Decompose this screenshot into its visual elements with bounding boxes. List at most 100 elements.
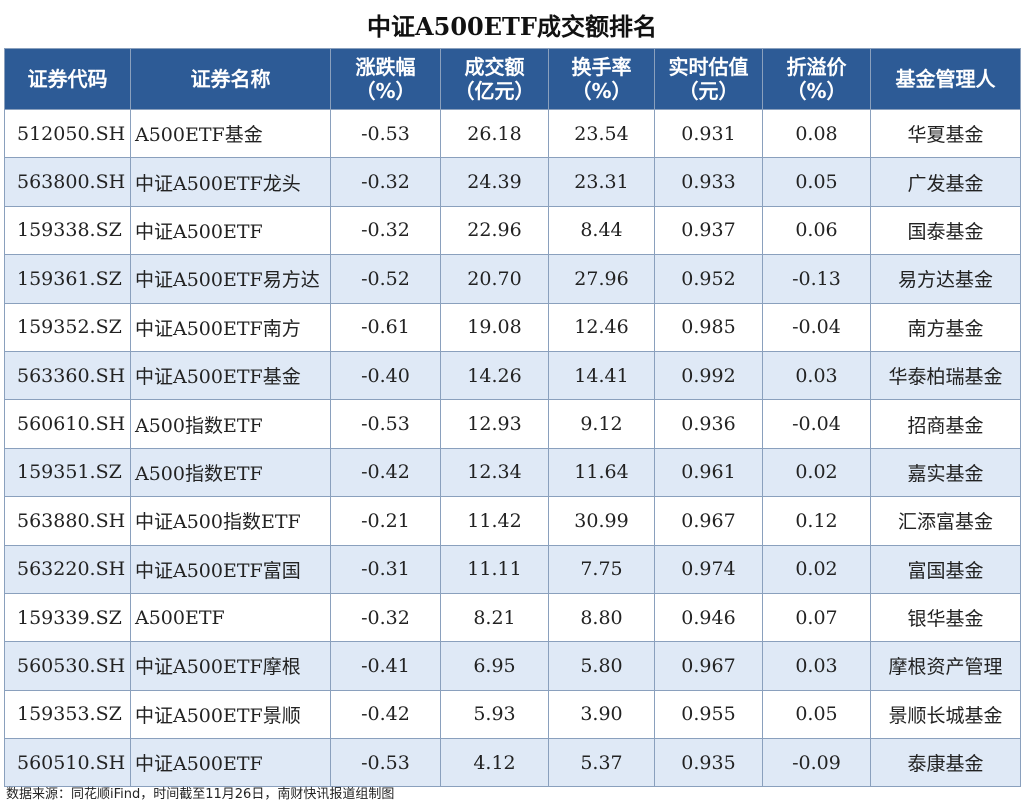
cell-turnover-rate: 7.75 <box>548 544 655 594</box>
cell-turnover-amount: 12.93 <box>440 399 549 449</box>
cell-security-code: 563220.SH <box>4 544 131 594</box>
cell-realtime-valuation: 0.946 <box>654 592 763 643</box>
etf-ranking-table: 证券代码 证券名称 涨跌幅 （%） 成交额 （亿元） 换手率 （%） 实时估值 （元） … <box>4 48 1021 788</box>
cell-turnover-amount: 6.95 <box>440 641 549 691</box>
cell-turnover-rate: 23.31 <box>548 157 655 207</box>
cell-turnover-amount: 26.18 <box>440 108 549 159</box>
cell-change-pct: -0.40 <box>330 350 441 401</box>
cell-turnover-amount: 19.08 <box>440 302 549 352</box>
header-fund-manager: 基金管理人 <box>870 48 1021 110</box>
table-row: 563880.SH 中证A500指数ETF -0.21 11.42 30.99 0.967… <box>4 496 1021 546</box>
cell-premium-discount: 0.03 <box>762 641 871 691</box>
cell-realtime-valuation: 0.933 <box>654 157 763 207</box>
header-security-code: 证券代码 <box>4 48 131 110</box>
table-row: 159351.SZ A500指数ETF -0.42 12.34 11.64 0.961 0.… <box>4 447 1021 498</box>
cell-turnover-amount: 22.96 <box>440 205 549 256</box>
cell-realtime-valuation: 0.931 <box>654 108 763 159</box>
cell-fund-manager: 汇添富基金 <box>870 496 1021 546</box>
cell-turnover-rate: 3.90 <box>548 689 655 740</box>
cell-realtime-valuation: 0.985 <box>654 302 763 352</box>
table-row: 159361.SZ 中证A500ETF易方达 -0.52 20.70 27.96 0.95… <box>4 254 1021 304</box>
cell-fund-manager: 摩根资产管理 <box>870 641 1021 691</box>
cell-security-code: 560530.SH <box>4 641 131 691</box>
cell-realtime-valuation: 0.935 <box>654 738 763 788</box>
cell-turnover-amount: 5.93 <box>440 689 549 740</box>
cell-realtime-valuation: 0.936 <box>654 399 763 449</box>
cell-change-pct: -0.42 <box>330 689 441 740</box>
cell-change-pct: -0.53 <box>330 108 441 159</box>
cell-realtime-valuation: 0.967 <box>654 641 763 691</box>
cell-security-code: 563360.SH <box>4 350 131 401</box>
cell-premium-discount: -0.09 <box>762 738 871 788</box>
cell-premium-discount: 0.07 <box>762 592 871 643</box>
cell-premium-discount: 0.02 <box>762 447 871 498</box>
cell-premium-discount: 0.05 <box>762 689 871 740</box>
cell-turnover-rate: 5.80 <box>548 641 655 691</box>
cell-change-pct: -0.53 <box>330 738 441 788</box>
cell-fund-manager: 广发基金 <box>870 157 1021 207</box>
cell-realtime-valuation: 0.937 <box>654 205 763 256</box>
cell-security-name: A500ETF <box>130 592 331 643</box>
cell-change-pct: -0.42 <box>330 447 441 498</box>
cell-turnover-amount: 24.39 <box>440 157 549 207</box>
cell-change-pct: -0.31 <box>330 544 441 594</box>
cell-security-name: 中证A500ETF易方达 <box>130 254 331 304</box>
cell-fund-manager: 易方达基金 <box>870 254 1021 304</box>
cell-turnover-amount: 11.11 <box>440 544 549 594</box>
table-row: 563220.SH 中证A500ETF富国 -0.31 11.11 7.75 0.974 0… <box>4 544 1021 594</box>
table-row: 563800.SH 中证A500ETF龙头 -0.32 24.39 23.31 0.933… <box>4 157 1021 207</box>
cell-change-pct: -0.61 <box>330 302 441 352</box>
header-premium-discount: 折溢价 （%） <box>762 48 871 110</box>
cell-security-code: 563880.SH <box>4 496 131 546</box>
table-row: 560510.SH 中证A500ETF -0.53 4.12 5.37 0.935 -0.0… <box>4 738 1021 788</box>
cell-fund-manager: 华泰柏瑞基金 <box>870 350 1021 401</box>
cell-turnover-rate: 8.80 <box>548 592 655 643</box>
cell-premium-discount: 0.05 <box>762 157 871 207</box>
cell-realtime-valuation: 0.955 <box>654 689 763 740</box>
cell-realtime-valuation: 0.992 <box>654 350 763 401</box>
cell-premium-discount: 0.12 <box>762 496 871 546</box>
cell-turnover-rate: 11.64 <box>548 447 655 498</box>
cell-fund-manager: 嘉实基金 <box>870 447 1021 498</box>
cell-turnover-amount: 14.26 <box>440 350 549 401</box>
cell-premium-discount: 0.08 <box>762 108 871 159</box>
cell-fund-manager: 国泰基金 <box>870 205 1021 256</box>
cell-security-name: 中证A500ETF基金 <box>130 350 331 401</box>
header-change-pct: 涨跌幅 （%） <box>330 48 441 110</box>
cell-turnover-amount: 11.42 <box>440 496 549 546</box>
cell-premium-discount: 0.02 <box>762 544 871 594</box>
header-turnover-amount: 成交额 （亿元） <box>440 48 549 110</box>
table-row: 159339.SZ A500ETF -0.32 8.21 8.80 0.946 0.07 银华… <box>4 592 1021 643</box>
cell-fund-manager: 银华基金 <box>870 592 1021 643</box>
header-row: 证券代码 证券名称 涨跌幅 （%） 成交额 （亿元） 换手率 （%） 实时估值 （元） … <box>4 48 1021 110</box>
cell-change-pct: -0.32 <box>330 592 441 643</box>
table-row: 159352.SZ 中证A500ETF南方 -0.61 19.08 12.46 0.985… <box>4 302 1021 352</box>
table-row: 560610.SH A500指数ETF -0.53 12.93 9.12 0.936 -0.… <box>4 399 1021 449</box>
table-row: 563360.SH 中证A500ETF基金 -0.40 14.26 14.41 0.992… <box>4 350 1021 401</box>
cell-security-code: 512050.SH <box>4 108 131 159</box>
cell-fund-manager: 华夏基金 <box>870 108 1021 159</box>
table-title: 中证A500ETF成交额排名 <box>367 11 657 41</box>
table-row: 159338.SZ 中证A500ETF -0.32 22.96 8.44 0.937 0.0… <box>4 205 1021 256</box>
cell-turnover-amount: 8.21 <box>440 592 549 643</box>
cell-fund-manager: 富国基金 <box>870 544 1021 594</box>
cell-security-name: A500ETF基金 <box>130 108 331 159</box>
cell-fund-manager: 南方基金 <box>870 302 1021 352</box>
cell-premium-discount: -0.04 <box>762 399 871 449</box>
cell-security-code: 159352.SZ <box>4 302 131 352</box>
cell-premium-discount: 0.03 <box>762 350 871 401</box>
cell-security-code: 159361.SZ <box>4 254 131 304</box>
cell-security-name: 中证A500ETF摩根 <box>130 641 331 691</box>
cell-change-pct: -0.32 <box>330 157 441 207</box>
cell-security-code: 159339.SZ <box>4 592 131 643</box>
cell-change-pct: -0.32 <box>330 205 441 256</box>
cell-realtime-valuation: 0.952 <box>654 254 763 304</box>
header-security-name: 证券名称 <box>130 48 331 110</box>
cell-security-name: 中证A500指数ETF <box>130 496 331 546</box>
cell-security-code: 560610.SH <box>4 399 131 449</box>
header-turnover-rate: 换手率 （%） <box>548 48 655 110</box>
cell-turnover-rate: 14.41 <box>548 350 655 401</box>
data-source-note: 数据来源：同花顺iFind，时间截至11月26日，南财快讯报道组制图 <box>6 787 395 802</box>
cell-turnover-rate: 30.99 <box>548 496 655 546</box>
cell-change-pct: -0.21 <box>330 496 441 546</box>
